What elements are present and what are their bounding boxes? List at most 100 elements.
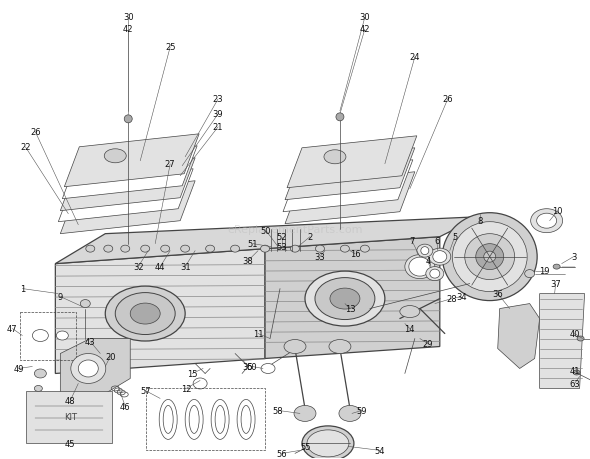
Text: 52: 52 [277, 233, 287, 241]
Text: 8: 8 [477, 217, 483, 226]
Ellipse shape [433, 251, 447, 263]
Ellipse shape [484, 252, 496, 263]
Ellipse shape [315, 278, 375, 320]
Polygon shape [498, 304, 540, 369]
Polygon shape [55, 217, 480, 264]
Ellipse shape [86, 246, 95, 252]
Ellipse shape [316, 246, 325, 252]
Text: 11: 11 [253, 329, 263, 338]
Polygon shape [283, 161, 413, 212]
Ellipse shape [189, 406, 199, 433]
Ellipse shape [573, 370, 580, 375]
Ellipse shape [530, 209, 563, 233]
Text: 49: 49 [13, 364, 24, 373]
Text: 48: 48 [65, 396, 76, 405]
Text: 40: 40 [569, 329, 580, 338]
Ellipse shape [261, 246, 270, 252]
Text: 1: 1 [19, 285, 25, 293]
Ellipse shape [577, 336, 584, 341]
Text: 23: 23 [213, 95, 224, 104]
Ellipse shape [442, 213, 537, 301]
Polygon shape [55, 249, 265, 374]
Text: 12: 12 [181, 384, 191, 393]
Text: 16: 16 [350, 250, 360, 258]
Text: 7: 7 [409, 237, 415, 246]
Ellipse shape [160, 246, 170, 252]
Ellipse shape [284, 340, 306, 354]
Text: 19: 19 [539, 267, 550, 275]
Text: 10: 10 [552, 207, 563, 216]
Ellipse shape [163, 406, 173, 433]
Ellipse shape [305, 272, 385, 326]
Ellipse shape [324, 151, 346, 164]
Text: 47: 47 [7, 325, 18, 333]
Text: 51: 51 [248, 240, 258, 249]
Ellipse shape [417, 245, 433, 257]
Polygon shape [60, 181, 195, 234]
Ellipse shape [476, 244, 504, 270]
Text: 27: 27 [165, 160, 175, 169]
Ellipse shape [56, 331, 68, 340]
Ellipse shape [294, 406, 316, 421]
Text: 28: 28 [447, 294, 457, 303]
Text: 63: 63 [569, 379, 580, 388]
Text: 41: 41 [569, 366, 580, 375]
Text: 4: 4 [425, 257, 431, 266]
Ellipse shape [421, 247, 429, 255]
Text: 58: 58 [273, 406, 283, 415]
Text: 20: 20 [105, 352, 116, 361]
Ellipse shape [124, 116, 132, 123]
Polygon shape [58, 169, 193, 222]
Ellipse shape [104, 246, 113, 252]
Text: 24: 24 [409, 53, 420, 62]
Polygon shape [287, 136, 417, 188]
Ellipse shape [105, 286, 185, 341]
Ellipse shape [553, 264, 560, 269]
Polygon shape [64, 134, 199, 187]
Ellipse shape [215, 406, 225, 433]
Ellipse shape [429, 249, 451, 266]
Text: 30: 30 [123, 13, 133, 22]
Polygon shape [285, 148, 415, 200]
Ellipse shape [330, 288, 360, 309]
Ellipse shape [241, 406, 251, 433]
Polygon shape [63, 146, 197, 199]
Ellipse shape [360, 246, 369, 252]
Polygon shape [60, 339, 130, 393]
Ellipse shape [465, 234, 514, 280]
Text: 50: 50 [261, 227, 271, 235]
Ellipse shape [78, 360, 99, 377]
Ellipse shape [193, 378, 207, 389]
Ellipse shape [290, 246, 300, 252]
Text: 60: 60 [247, 362, 257, 371]
Text: 55: 55 [301, 442, 312, 451]
Text: 53: 53 [277, 243, 287, 252]
Ellipse shape [206, 246, 215, 252]
Text: eReplacementParts.com: eReplacementParts.com [227, 224, 363, 234]
Ellipse shape [32, 330, 48, 342]
Text: KIT: KIT [64, 412, 77, 421]
Ellipse shape [71, 354, 106, 384]
Ellipse shape [121, 246, 130, 252]
Text: 30: 30 [359, 13, 370, 22]
Text: 22: 22 [20, 143, 31, 152]
Text: 26: 26 [442, 95, 453, 104]
Ellipse shape [409, 257, 431, 276]
Polygon shape [60, 158, 195, 211]
Text: 26: 26 [30, 128, 41, 137]
Text: 38: 38 [242, 257, 254, 266]
Ellipse shape [430, 269, 440, 279]
Text: 15: 15 [187, 369, 198, 378]
Ellipse shape [405, 255, 435, 279]
Text: 37: 37 [550, 280, 561, 288]
Text: 45: 45 [65, 439, 76, 448]
Ellipse shape [329, 340, 351, 354]
Text: 42: 42 [123, 25, 133, 34]
Ellipse shape [453, 222, 527, 292]
Text: 46: 46 [120, 402, 130, 411]
Ellipse shape [130, 303, 160, 325]
Ellipse shape [34, 386, 42, 392]
Text: 9: 9 [58, 292, 63, 302]
FancyBboxPatch shape [27, 392, 112, 443]
Ellipse shape [525, 270, 535, 278]
